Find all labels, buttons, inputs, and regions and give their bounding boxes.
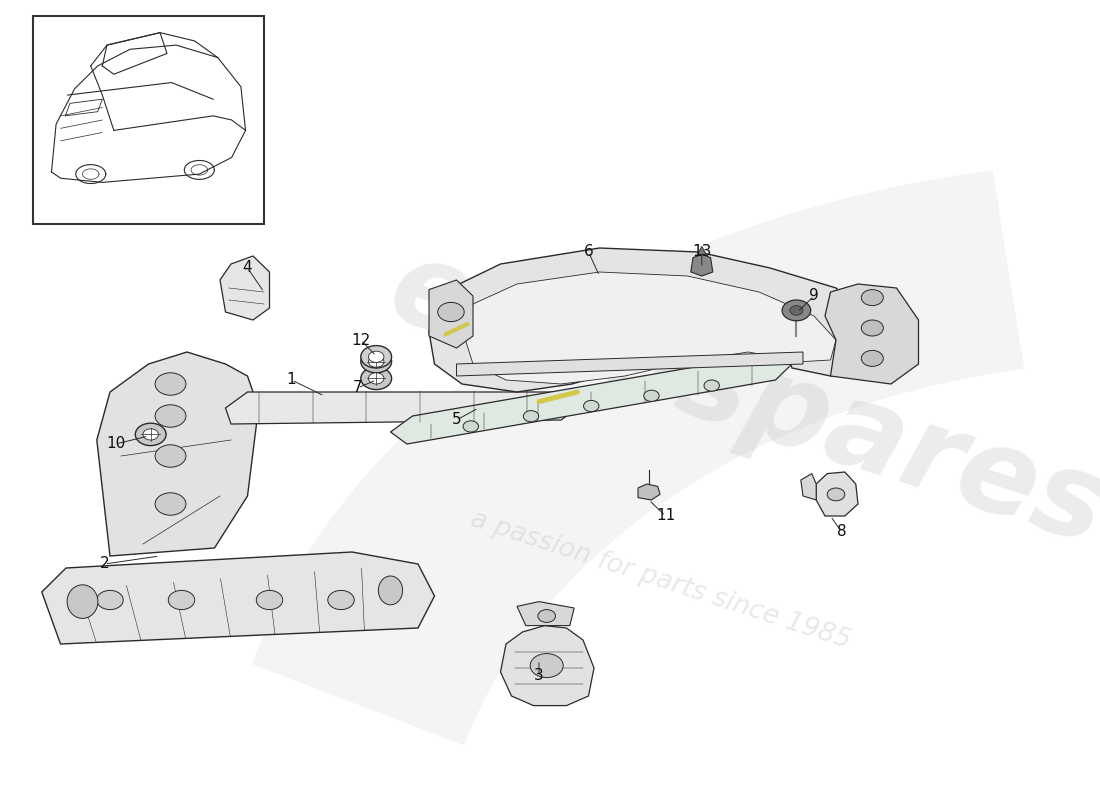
Polygon shape: [464, 272, 836, 384]
Polygon shape: [697, 246, 706, 254]
Polygon shape: [42, 552, 435, 644]
Polygon shape: [517, 602, 574, 626]
Ellipse shape: [378, 576, 403, 605]
Circle shape: [530, 654, 563, 678]
Text: 4: 4: [243, 261, 252, 275]
Circle shape: [644, 390, 659, 402]
Polygon shape: [816, 472, 858, 516]
Circle shape: [861, 350, 883, 366]
Polygon shape: [226, 392, 583, 424]
Polygon shape: [638, 484, 660, 500]
Circle shape: [155, 445, 186, 467]
Text: 10: 10: [106, 437, 125, 451]
Circle shape: [168, 590, 195, 610]
Circle shape: [361, 350, 392, 373]
Circle shape: [704, 380, 719, 391]
Circle shape: [155, 373, 186, 395]
Polygon shape: [220, 256, 270, 320]
Polygon shape: [390, 352, 792, 444]
Circle shape: [368, 373, 384, 384]
Polygon shape: [429, 280, 473, 348]
Text: 2: 2: [100, 557, 109, 571]
Text: 3: 3: [535, 669, 543, 683]
Circle shape: [361, 367, 392, 390]
Text: 1: 1: [287, 373, 296, 387]
Text: 8: 8: [837, 525, 846, 539]
Circle shape: [861, 320, 883, 336]
Circle shape: [463, 421, 478, 432]
Circle shape: [256, 590, 283, 610]
Circle shape: [790, 306, 803, 315]
Circle shape: [583, 400, 600, 411]
Circle shape: [143, 429, 158, 440]
Text: a passion for parts since 1985: a passion for parts since 1985: [466, 506, 854, 654]
Polygon shape: [500, 626, 594, 706]
Circle shape: [368, 356, 384, 367]
Circle shape: [97, 590, 123, 610]
Circle shape: [361, 346, 392, 368]
Text: 9: 9: [810, 289, 818, 303]
Text: 13: 13: [692, 245, 712, 259]
Circle shape: [368, 351, 384, 362]
Text: 5: 5: [452, 413, 461, 427]
Polygon shape: [825, 284, 918, 384]
Polygon shape: [97, 352, 258, 556]
Text: 11: 11: [656, 509, 675, 523]
Polygon shape: [691, 254, 713, 276]
Text: 12: 12: [351, 333, 371, 347]
Polygon shape: [801, 474, 816, 500]
Circle shape: [328, 590, 354, 610]
Ellipse shape: [67, 585, 98, 618]
Polygon shape: [456, 352, 803, 376]
Circle shape: [538, 610, 556, 622]
Circle shape: [827, 488, 845, 501]
Bar: [33, 16, 264, 224]
PathPatch shape: [252, 170, 1024, 746]
Text: 7: 7: [353, 381, 362, 395]
Text: eurospares: eurospares: [375, 230, 1100, 570]
Circle shape: [155, 493, 186, 515]
Circle shape: [861, 290, 883, 306]
Circle shape: [782, 300, 811, 321]
Polygon shape: [429, 248, 869, 392]
Circle shape: [438, 302, 464, 322]
Text: 6: 6: [584, 245, 593, 259]
Circle shape: [524, 410, 539, 422]
Circle shape: [155, 405, 186, 427]
Circle shape: [135, 423, 166, 446]
